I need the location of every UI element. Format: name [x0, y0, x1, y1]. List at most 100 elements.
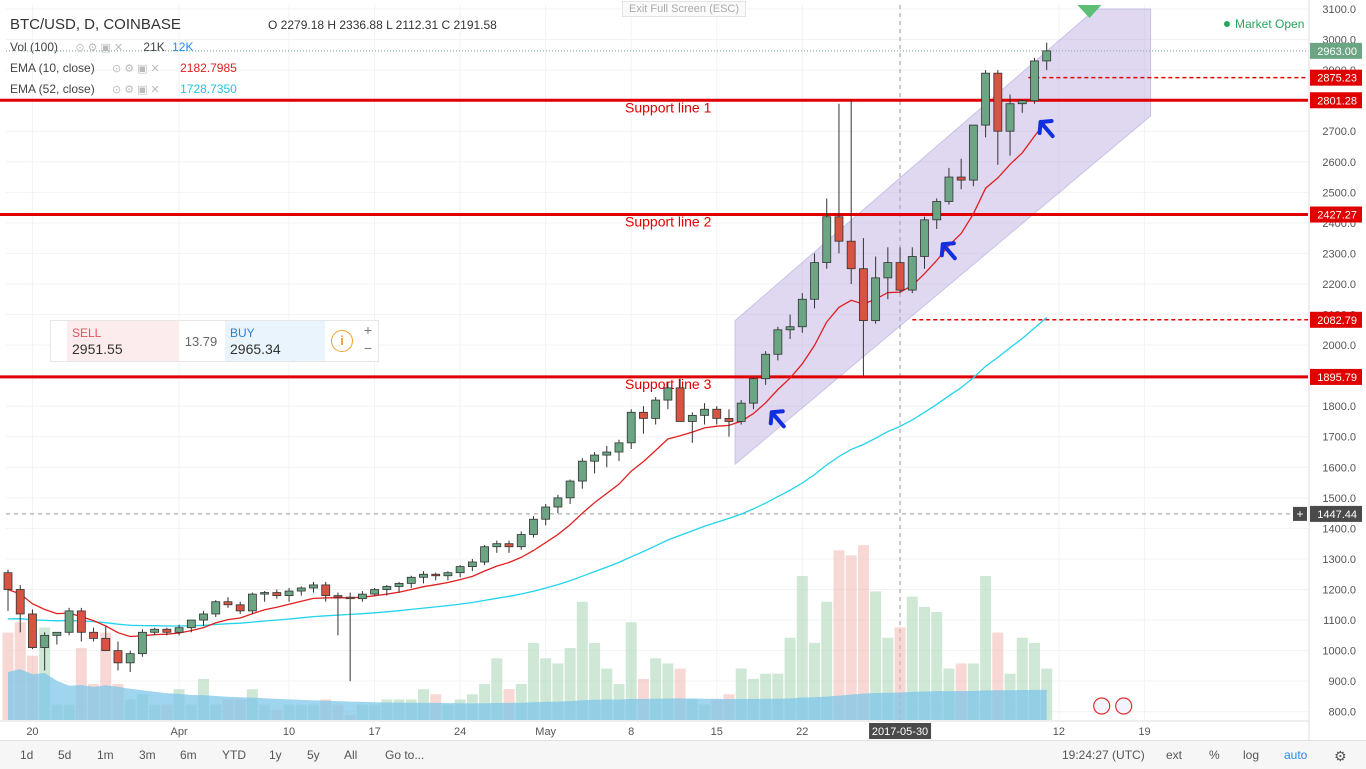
- support-price-tag-bg: [1310, 206, 1362, 223]
- candle-body: [406, 576, 416, 584]
- indicator-value: 1728.7350: [180, 82, 237, 96]
- gear-icon[interactable]: ⚙: [1334, 748, 1347, 764]
- candle: [944, 167, 954, 205]
- time-tick-label: 12: [1053, 726, 1065, 738]
- timeframe-all[interactable]: All: [344, 748, 358, 762]
- price-tick-label: 1600.0: [1322, 462, 1356, 474]
- candle: [797, 293, 807, 333]
- minus-icon[interactable]: −: [363, 340, 373, 356]
- ext-button[interactable]: ext: [1166, 748, 1183, 762]
- indicator-ema10[interactable]: EMA (10, close) ⊙⚙▣✕ 2182.7985: [10, 61, 237, 75]
- volume-bar: [784, 637, 796, 720]
- log-button[interactable]: log: [1243, 748, 1260, 762]
- candle-body: [1017, 100, 1027, 105]
- price-tick-label: 1500.0: [1322, 493, 1356, 505]
- timeframe-6m[interactable]: 6m: [180, 748, 197, 762]
- candle: [810, 253, 819, 309]
- timeframe-ytd[interactable]: YTD: [222, 748, 246, 762]
- candle: [296, 586, 306, 596]
- timeframe-3m[interactable]: 3m: [139, 748, 156, 762]
- candle-body: [199, 613, 208, 621]
- indicator-controls-icon[interactable]: ⊙⚙▣✕: [112, 84, 163, 96]
- candle: [785, 314, 795, 339]
- candle-body: [260, 592, 270, 595]
- goto-date-button[interactable]: Go to...: [385, 748, 425, 762]
- indicator-volume[interactable]: Vol (100) ⊙⚙▣✕ 21K 12K: [10, 40, 193, 54]
- timeframe-5y[interactable]: 5y: [307, 748, 320, 762]
- candle-body: [284, 590, 294, 597]
- candle: [822, 198, 832, 269]
- candle: [162, 627, 172, 636]
- price-tick-label: 2500.0: [1322, 187, 1356, 199]
- annotation-arrow: [768, 409, 786, 429]
- indicator-ema52[interactable]: EMA (52, close) ⊙⚙▣✕ 1728.7350: [10, 82, 237, 96]
- symbol-title[interactable]: BTC/USD, D, COINBASE: [10, 16, 181, 33]
- candle-body: [382, 586, 392, 590]
- candle: [260, 591, 270, 602]
- candle: [529, 516, 538, 538]
- candle-body: [125, 653, 135, 664]
- volume-bar: [772, 673, 784, 720]
- volume-bar: [515, 684, 527, 720]
- crosshair-date-bg: [869, 723, 932, 739]
- candle-body: [663, 387, 673, 401]
- support-line-label: Support line 1: [625, 99, 712, 115]
- bottom-toolbar: 1d 5d 1m 3m 6m YTD 1y 5y All Go to... 19…: [0, 740, 1366, 769]
- timeframe-1y[interactable]: 1y: [269, 748, 282, 762]
- candle: [749, 375, 758, 410]
- price-tick-label: 1700.0: [1322, 432, 1356, 444]
- indicator-controls-icon[interactable]: ⊙⚙▣✕: [75, 42, 127, 54]
- price-tick-label: 2600.0: [1322, 157, 1356, 169]
- timeframe-1m[interactable]: 1m: [97, 748, 114, 762]
- price-tick-label: 2200.0: [1322, 279, 1356, 291]
- candle-body: [810, 262, 819, 300]
- price-tick-label: 2700.0: [1322, 126, 1356, 138]
- price-tick-label: 1000.0: [1322, 646, 1356, 658]
- candle-body: [174, 627, 184, 633]
- add-alert-icon-bg: [1293, 506, 1307, 521]
- candle: [3, 569, 13, 611]
- candle: [577, 458, 587, 489]
- time-tick-label: 17: [368, 726, 380, 738]
- candle-body: [602, 451, 612, 456]
- candle: [333, 592, 343, 636]
- candle-body: [15, 589, 25, 615]
- candle: [492, 540, 502, 553]
- timeframe-5d[interactable]: 5d: [58, 748, 72, 762]
- info-icon[interactable]: i: [331, 330, 353, 352]
- candle: [993, 70, 1003, 165]
- candle-body: [28, 613, 37, 648]
- auto-button[interactable]: auto: [1284, 748, 1308, 762]
- candle: [431, 572, 441, 581]
- candle-body: [235, 604, 245, 612]
- exit-fullscreen-button[interactable]: Exit Full Screen (ESC): [622, 1, 747, 17]
- buy-button[interactable]: BUY 2965.34: [225, 321, 325, 361]
- trade-widget: SELL 2951.55 13.79 BUY 2965.34 i + −: [50, 320, 379, 362]
- candle: [553, 494, 563, 514]
- percent-button[interactable]: %: [1209, 748, 1220, 762]
- plus-icon[interactable]: +: [363, 322, 373, 338]
- candle: [981, 70, 990, 138]
- candle: [174, 624, 184, 636]
- ema52-line: [7, 317, 1048, 627]
- candle: [211, 600, 221, 618]
- price-tick-label: 1300.0: [1322, 554, 1356, 566]
- sell-button[interactable]: SELL 2951.55: [67, 321, 179, 361]
- candle: [309, 581, 318, 593]
- dashed-price-tag-bg: [1310, 69, 1362, 86]
- timeframe-1d[interactable]: 1d: [20, 748, 34, 762]
- spread-value: 13.79: [184, 334, 218, 349]
- market-status-label: Market Open: [1235, 17, 1305, 31]
- support-price-tag-bg: [1310, 92, 1362, 109]
- candle: [186, 619, 196, 633]
- volume-bar: [100, 632, 112, 720]
- candle-body: [223, 601, 233, 606]
- candle: [651, 397, 661, 425]
- candle: [1030, 57, 1039, 104]
- candle: [1005, 94, 1015, 156]
- candle: [602, 445, 612, 468]
- indicator-controls-icon[interactable]: ⊙⚙▣✕: [112, 63, 163, 75]
- candle: [883, 247, 893, 300]
- candle-body: [321, 584, 331, 597]
